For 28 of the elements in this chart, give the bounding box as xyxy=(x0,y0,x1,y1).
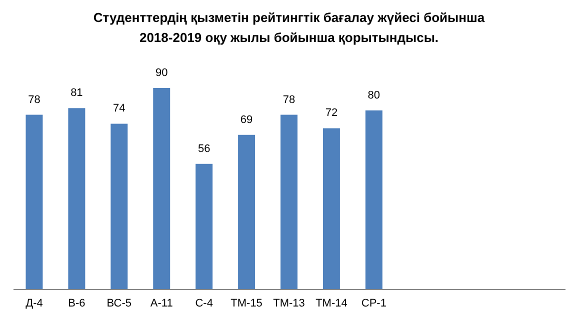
x-tick-label: ВС-5 xyxy=(106,298,132,310)
x-tick-label: СР-1 xyxy=(361,298,386,310)
x-tick-label: С-4 xyxy=(195,298,213,310)
data-label: 81 xyxy=(70,87,83,100)
bar xyxy=(26,114,43,289)
bar xyxy=(110,124,128,289)
data-label: 69 xyxy=(240,114,253,126)
x-tick-label: ТМ-14 xyxy=(316,298,348,310)
data-label: 90 xyxy=(155,67,168,79)
x-tick-label: ТМ-13 xyxy=(273,298,305,310)
bar xyxy=(322,128,340,289)
bar xyxy=(196,164,213,289)
chart-title: Студенттердің қызметін рейтингтік бағалау жүйесі бойынша 2018-2019 оқу жылы бойынша қорытындысы. xyxy=(93,10,486,45)
x-tick-label: Д-4 xyxy=(26,298,43,310)
data-label: 56 xyxy=(198,142,210,155)
data-label: 78 xyxy=(28,94,40,106)
data-label: 72 xyxy=(325,107,338,120)
bar xyxy=(280,114,298,289)
bar xyxy=(238,134,256,289)
bar xyxy=(365,110,382,289)
x-tick-label: А-11 xyxy=(150,298,173,310)
bar xyxy=(153,88,170,289)
bar xyxy=(68,108,86,289)
data-label: 80 xyxy=(368,89,380,102)
data-label: 78 xyxy=(282,94,296,106)
data-label: 74 xyxy=(113,102,126,115)
x-tick-label: ТМ-15 xyxy=(230,298,262,310)
x-tick-label: В-6 xyxy=(68,298,86,310)
